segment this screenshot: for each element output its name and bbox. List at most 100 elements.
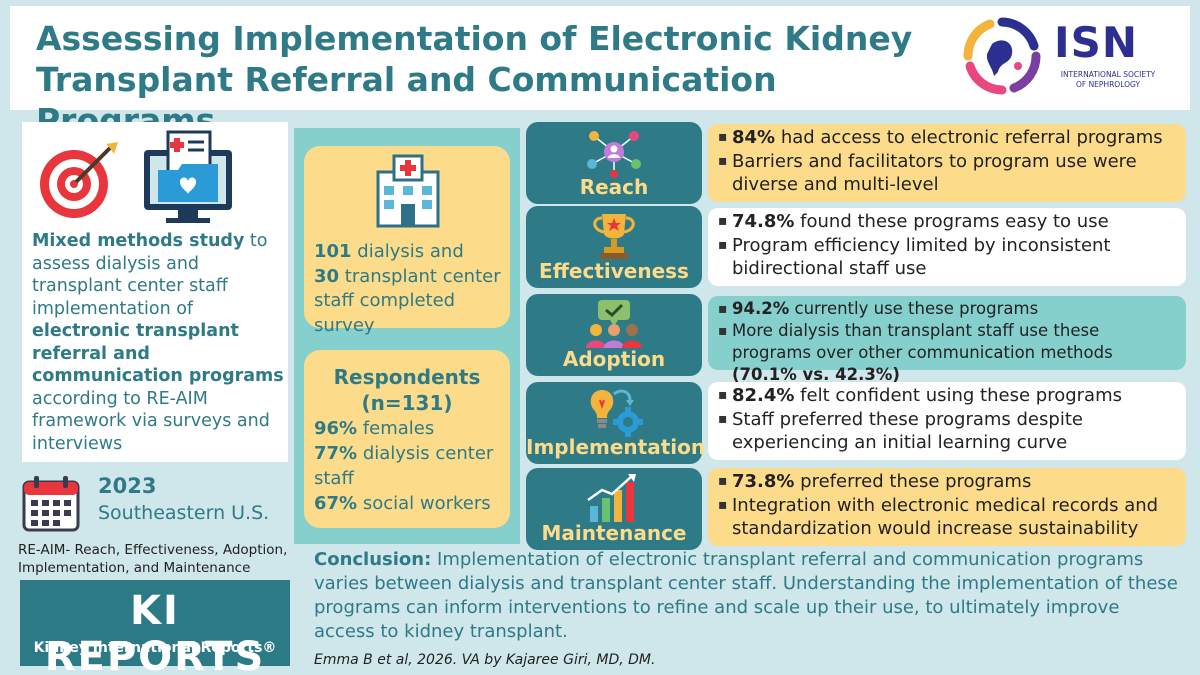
ki-reports-title: KI REPORTS	[44, 588, 266, 675]
stat-label: social workers	[357, 493, 491, 514]
transplant-staff-count: 30	[314, 265, 340, 287]
dimension-implementation: Implementation	[526, 382, 706, 464]
stat-label: dialysis center staff	[314, 443, 494, 489]
findings-list: 84% had access to electronic referral pr…	[718, 126, 1178, 197]
dimension-label: Implementation	[526, 435, 706, 459]
finding-text: Barriers and facilitators to program use…	[732, 150, 1137, 196]
stat-percent: 67%	[314, 493, 358, 514]
finding-percent: 74.8%	[732, 211, 795, 232]
findings-list: 73.8% preferred these programs Integrati…	[718, 470, 1178, 541]
respondents-heading: Respondents	[333, 365, 481, 389]
finding-text: preferred these programs	[794, 471, 1032, 492]
isn-subtitle-line-2: OF NEPHROLOGY	[1075, 80, 1141, 89]
study-description-bold-2: electronic transplant referral and commu…	[32, 321, 284, 386]
study-year: 2023	[98, 474, 157, 498]
implementation-findings: 82.4% felt confident using these program…	[708, 382, 1186, 460]
finding-text: currently use these programs	[789, 299, 1039, 318]
stat-line: 67% social workers	[314, 491, 510, 516]
calendar-icon	[22, 476, 80, 532]
finding-percent: 73.8%	[732, 471, 795, 492]
hospital-icon	[376, 154, 440, 228]
dialysis-staff-label: dialysis and	[351, 241, 464, 262]
isn-globe-icon	[963, 17, 1041, 95]
finding-percent: 94.2%	[732, 299, 790, 318]
study-description-text-1: to assess dialysis and transplant center…	[32, 231, 268, 319]
isn-subtitle: INTERNATIONAL SOCIETY OF NEPHROLOGY	[1056, 70, 1160, 90]
adoption-findings: 94.2% currently use these programs More …	[708, 296, 1186, 384]
finding-percent: 84%	[732, 127, 776, 148]
title-line-1: Assessing Implementation of Electronic K…	[36, 19, 913, 58]
study-description: Mixed methods study to assess dialysis a…	[32, 230, 284, 455]
finding-item: 94.2% currently use these programs	[718, 298, 1178, 320]
team-chat-icon	[586, 300, 642, 348]
dialysis-staff-count: 101	[314, 241, 352, 262]
dimension-label: Maintenance	[541, 521, 687, 545]
findings-list: 82.4% felt confident using these program…	[718, 384, 1178, 455]
ki-reports-subtitle: Kidney International Reports®	[33, 640, 277, 656]
finding-text: Staff preferred these programs despite e…	[732, 408, 1083, 454]
study-context: 2023 Southeastern U.S.	[22, 472, 288, 536]
respondents-title: Respondents (n=131)	[304, 364, 510, 416]
page-title: Assessing Implementation of Electronic K…	[36, 18, 936, 141]
dimension-label: Reach	[579, 175, 649, 199]
dimension-label: Adoption	[562, 347, 666, 371]
stat-line: 77% dialysis center staff	[314, 441, 510, 491]
participants-panel: 101 dialysis and 30 transplant center st…	[294, 128, 520, 544]
finding-item: 73.8% preferred these programs	[718, 470, 1178, 494]
finding-item: 82.4% felt confident using these program…	[718, 384, 1178, 408]
title-line-2: Transplant Referral and Communication Pr…	[36, 60, 777, 140]
study-design-card: Mixed methods study to assess dialysis a…	[22, 122, 288, 462]
finding-item: Integration with electronic medical reco…	[718, 494, 1178, 541]
target-icon	[40, 142, 118, 218]
ki-reports-logo: KI REPORTS Kidney International Reports®	[20, 580, 290, 675]
network-people-icon	[587, 131, 641, 178]
citation: Emma B et al, 2026. VA by Kajaree Giri, …	[314, 652, 656, 668]
maintenance-findings: 73.8% preferred these programs Integrati…	[708, 468, 1186, 546]
transplant-staff-label: transplant center staff completed survey	[314, 265, 501, 336]
dimension-adoption: Adoption	[526, 294, 702, 376]
isn-letters: ISN	[1054, 18, 1139, 67]
lightbulb-gear-icon	[590, 389, 643, 437]
findings-list: 74.8% found these programs easy to use P…	[718, 210, 1178, 281]
dimension-reach: Reach	[526, 122, 702, 204]
effectiveness-findings: 74.8% found these programs easy to use P…	[708, 208, 1186, 286]
finding-item: 74.8% found these programs easy to use	[718, 210, 1178, 234]
stat-percent: 77%	[314, 443, 358, 464]
finding-item: Program efficiency limited by inconsiste…	[718, 234, 1178, 281]
findings-list: 94.2% currently use these programs More …	[718, 298, 1178, 386]
stat-label: females	[357, 418, 435, 439]
isn-subtitle-line-1: INTERNATIONAL SOCIETY	[1060, 70, 1156, 79]
trophy-icon	[593, 214, 635, 259]
isn-logo: ISN INTERNATIONAL SOCIETY OF NEPHROLOGY	[962, 16, 1162, 100]
conclusion-text: Implementation of electronic transplant …	[314, 549, 1178, 642]
finding-text: found these programs easy to use	[794, 211, 1109, 232]
study-description-text-2: according to RE-AIM framework via survey…	[32, 388, 270, 454]
finding-text: Program efficiency limited by inconsiste…	[732, 234, 1111, 280]
conclusion: Conclusion: Implementation of electronic…	[314, 548, 1184, 644]
respondents-card: Respondents (n=131) 96% females 77% dial…	[304, 350, 510, 528]
finding-text: Integration with electronic medical reco…	[732, 494, 1159, 540]
finding-comparison: (70.1% vs. 42.3%)	[732, 365, 900, 384]
finding-text: had access to electronic referral progra…	[775, 127, 1163, 148]
respondent-stats: 96% females 77% dialysis center staff 67…	[314, 416, 510, 516]
dimension-maintenance: Maintenance	[526, 468, 702, 550]
survey-summary: 101 dialysis and 30 transplant center st…	[314, 240, 510, 338]
reaim-definition: RE-AIM- Reach, Effectiveness, Adoption, …	[18, 542, 288, 576]
stat-percent: 96%	[314, 418, 358, 439]
reach-findings: 84% had access to electronic referral pr…	[708, 124, 1186, 202]
conclusion-label: Conclusion:	[314, 549, 432, 570]
finding-item: 84% had access to electronic referral pr…	[718, 126, 1178, 150]
finding-item: More dialysis than transplant staff use …	[718, 320, 1178, 386]
stat-line: 96% females	[314, 416, 510, 441]
dimension-effectiveness: Effectiveness	[526, 206, 702, 288]
finding-item: Barriers and facilitators to program use…	[718, 150, 1178, 197]
dimension-label: Effectiveness	[539, 259, 689, 283]
finding-text: felt confident using these programs	[794, 385, 1122, 406]
study-description-bold-1: Mixed methods study	[32, 231, 245, 251]
header: Assessing Implementation of Electronic K…	[10, 6, 1190, 140]
study-region: Southeastern U.S.	[98, 502, 270, 524]
growth-chart-icon	[587, 474, 636, 522]
medical-folder-monitor-icon	[144, 130, 232, 223]
finding-text: More dialysis than transplant staff use …	[732, 321, 1113, 362]
survey-card: 101 dialysis and 30 transplant center st…	[304, 146, 510, 336]
